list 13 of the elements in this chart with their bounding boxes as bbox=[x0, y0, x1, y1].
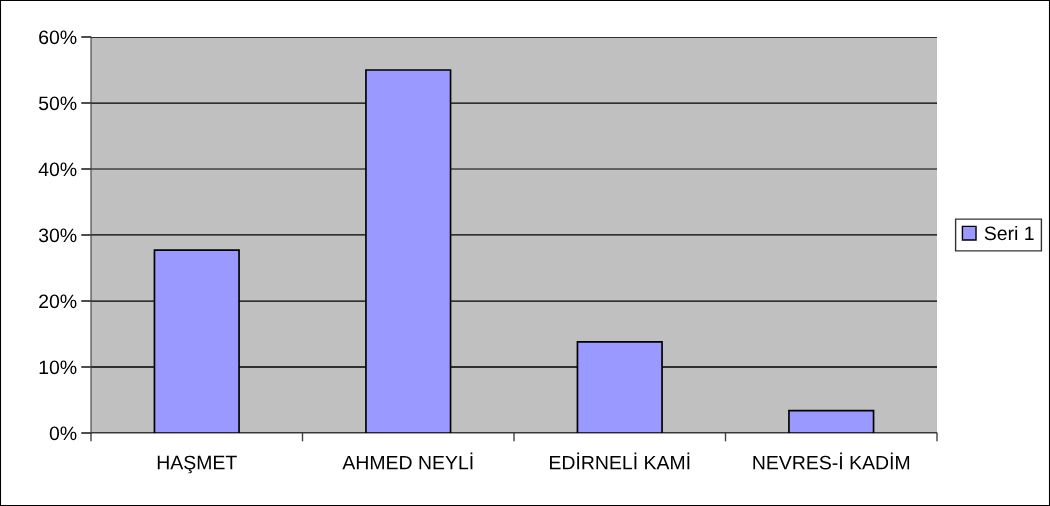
y-tick-label: 30% bbox=[38, 228, 77, 243]
x-tick-label: NEVRES-İ KADİM bbox=[753, 452, 910, 470]
x-tick-label: EDİRNELİ KAMİ bbox=[550, 452, 690, 470]
x-tick-label: HAŞMET bbox=[157, 455, 237, 474]
y-tick-label: 40% bbox=[38, 162, 77, 177]
y-tick-label: 10% bbox=[39, 360, 77, 375]
x-tick-label: AHMED NEYLİ bbox=[342, 452, 473, 470]
bar bbox=[788, 409, 875, 433]
y-tick-label: 60% bbox=[39, 30, 77, 45]
y-tick-label: 20% bbox=[39, 294, 77, 309]
y-tick-label: 0% bbox=[49, 426, 77, 441]
y-tick-label: 50% bbox=[38, 96, 77, 111]
legend-label: Seri 1 bbox=[984, 225, 1034, 241]
